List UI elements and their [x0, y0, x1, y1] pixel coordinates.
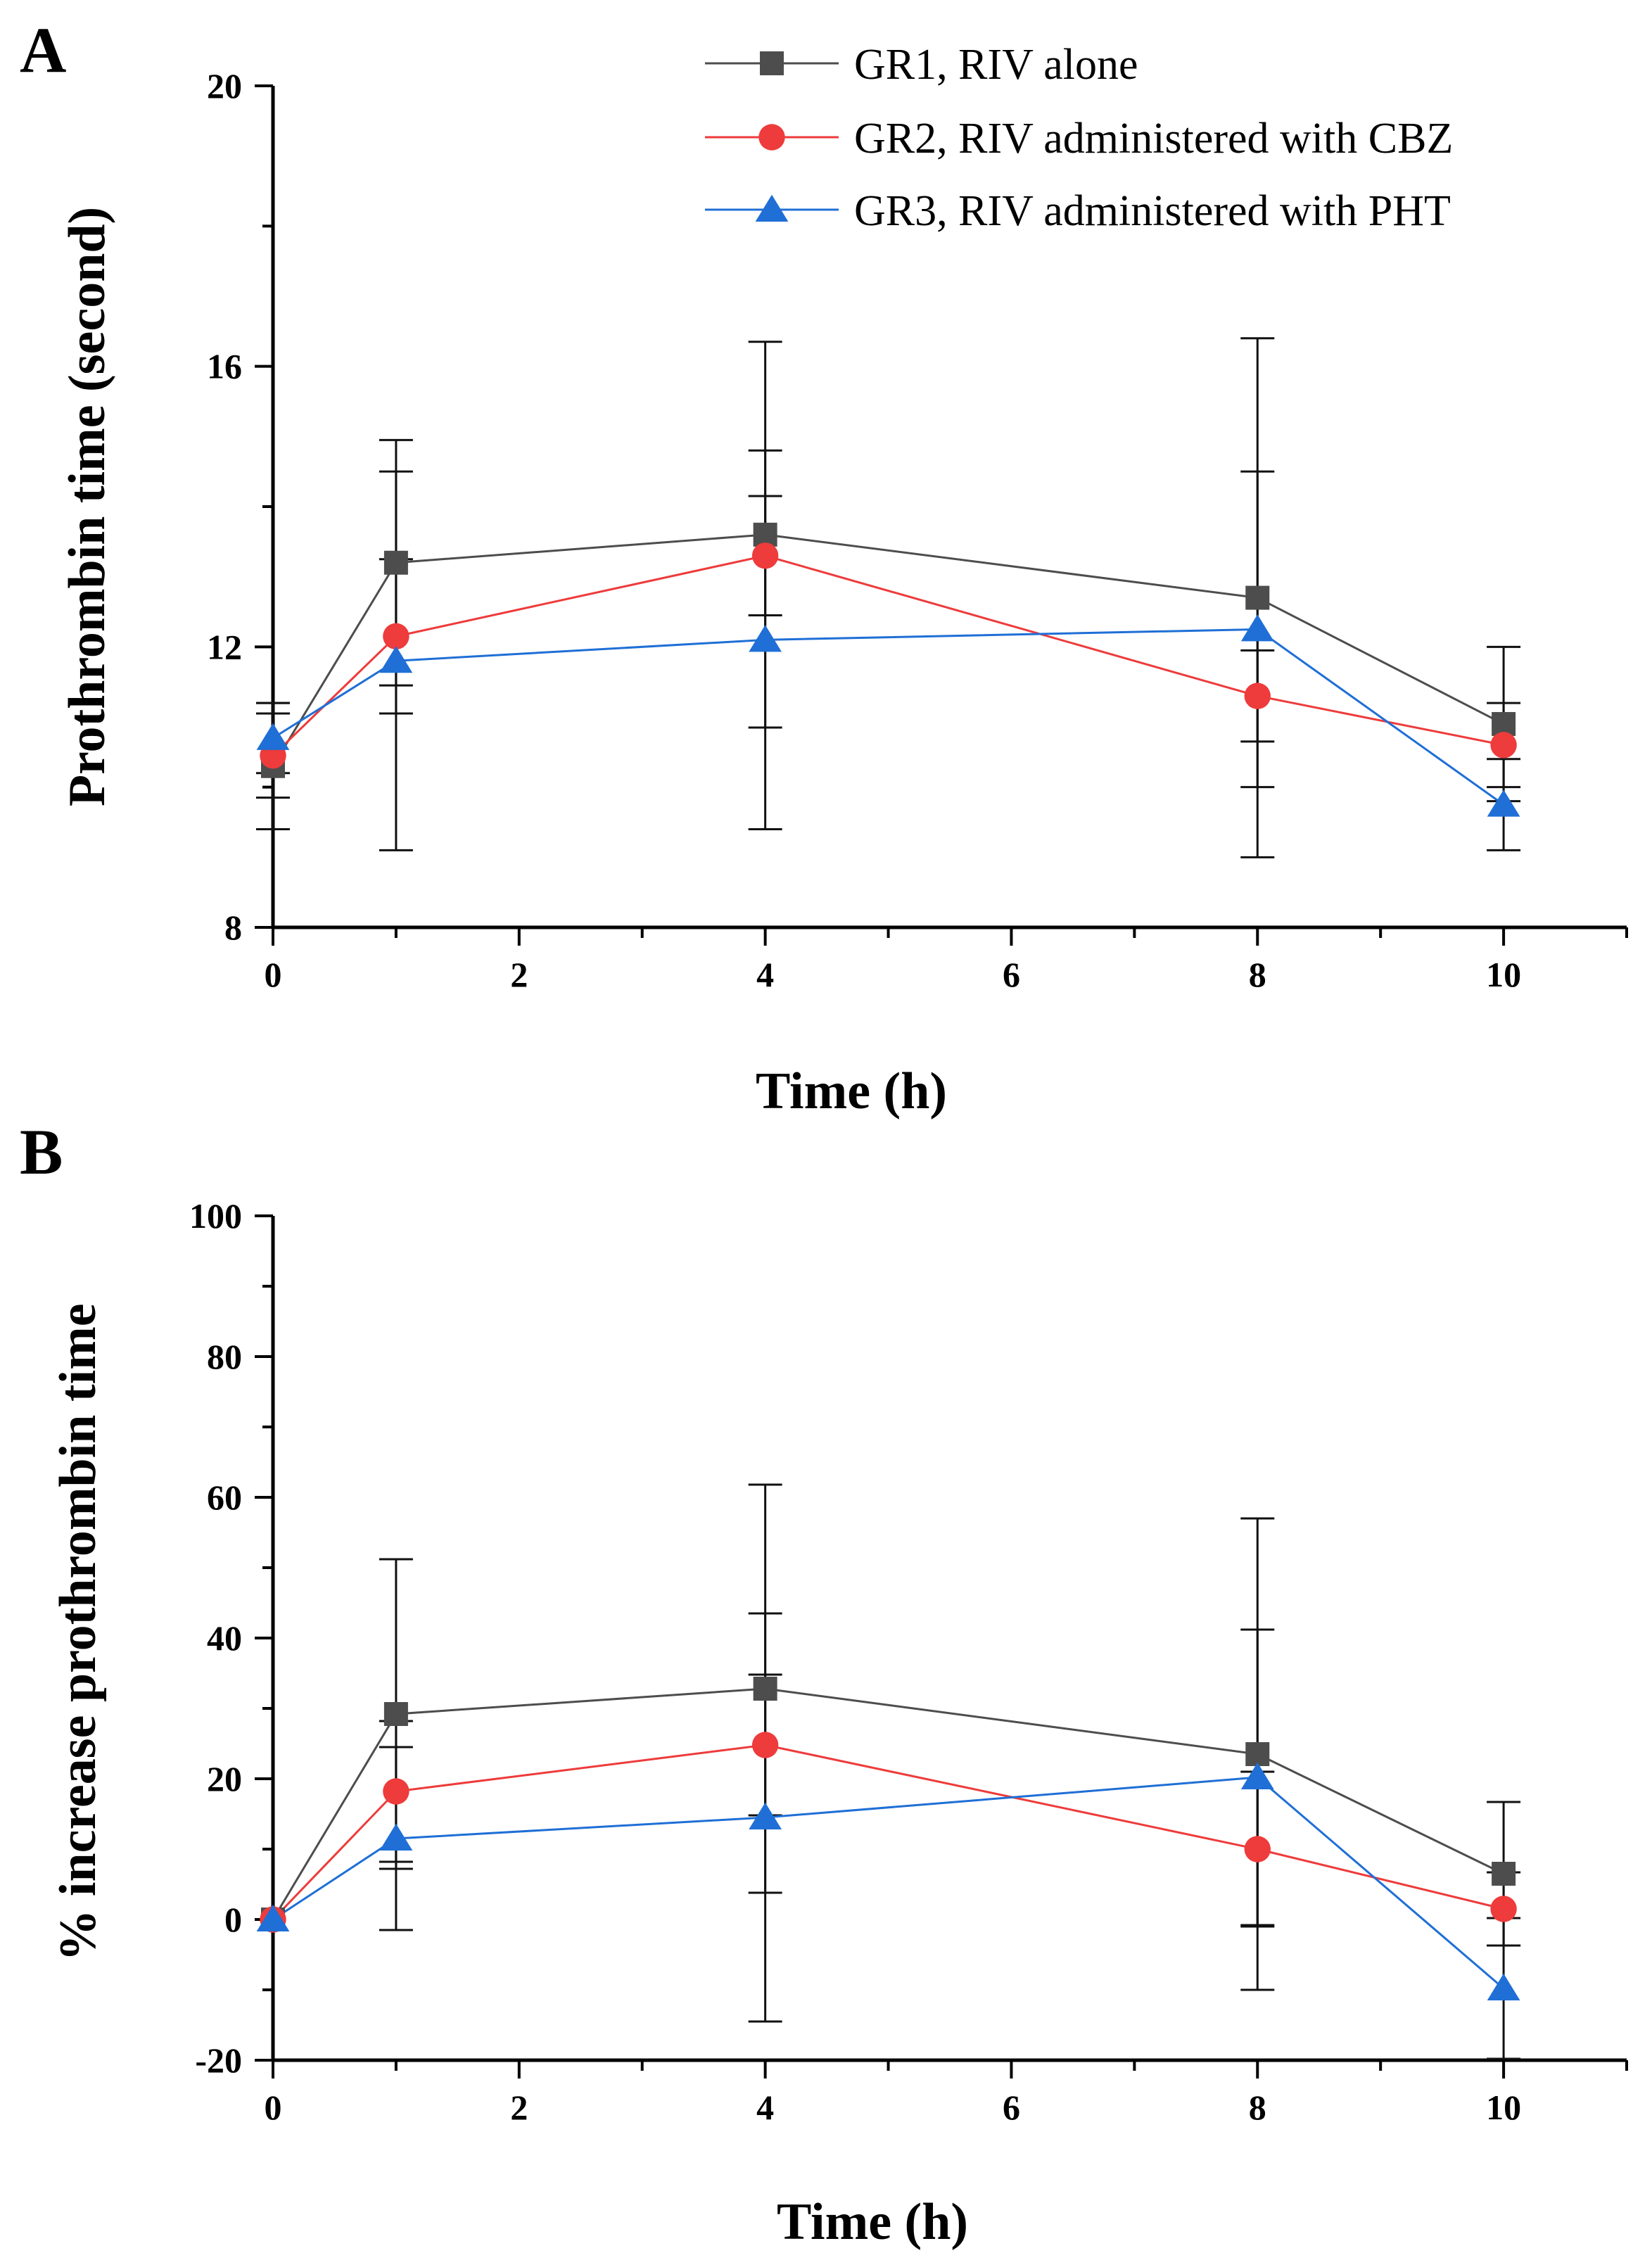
data-point-a-s3-0: [256, 723, 290, 750]
data-point-b-s3-0: [256, 1904, 290, 1931]
data-point-b-s2-1: [383, 1778, 409, 1805]
x-tick-label-a-8: 8: [1249, 955, 1266, 994]
y-tick-label-a-12: 12: [207, 627, 242, 666]
legend-marker-2: [758, 124, 785, 151]
data-point-a-s3-2: [749, 625, 782, 652]
x-tick-label-b-4: 4: [756, 2088, 774, 2127]
data-point-b-s2-4: [1490, 1896, 1517, 1922]
y-tick-label-b-80: 80: [207, 1337, 242, 1376]
series-line-b-3: [272, 1776, 1505, 1990]
legend-marker-3: [755, 194, 789, 222]
data-point-a-s3-1: [379, 646, 413, 673]
y-tick-label-b-20: 20: [207, 1759, 242, 1798]
data-point-b-s1-2: [753, 1677, 777, 1701]
data-point-b-s2-3: [1244, 1836, 1271, 1862]
data-point-a-s2-1: [383, 623, 409, 650]
data-point-a-s2-2: [751, 542, 779, 569]
data-point-a-s3-3: [1240, 614, 1274, 642]
data-point-a-s2-4: [1490, 732, 1517, 759]
x-axis-title-b: Time (h): [777, 2193, 968, 2251]
y-axis-title-b: % increase prothrombin time: [49, 1303, 107, 1961]
y-tick-label-b-0: 0: [224, 1900, 242, 1939]
y-tick-label-b-60: 60: [207, 1478, 242, 1517]
x-tick-label-a-10: 10: [1486, 955, 1521, 994]
legend-label-2: GR2, RIV administered with CBZ: [854, 115, 1453, 163]
x-tick-label-b-6: 6: [1003, 2088, 1020, 2127]
x-tick-label-b-2: 2: [510, 2088, 528, 2127]
y-tick-label-a-20: 20: [207, 66, 242, 106]
series-line-b-1: [272, 1687, 1504, 1920]
panel-a: A Time (h) Prothrombin time (second) 0 2 4…: [20, 14, 1628, 1120]
plot-area-b: 0 2 4 6 8 10 -20 0 20 40 60 80 100: [189, 1196, 1628, 2127]
series-line-a-2: [272, 554, 1504, 756]
panel-label-b: B: [20, 1116, 63, 1188]
data-point-b-s1-1: [383, 1702, 408, 1726]
y-tick-label-b-100: 100: [189, 1196, 242, 1236]
y-tick-label-a-8: 8: [224, 908, 242, 947]
y-axis-title-a: Prothrombin time (second): [58, 207, 116, 806]
data-point-b-s3-2: [749, 1802, 782, 1829]
x-tick-label-b-0: 0: [265, 2088, 282, 2127]
x-tick-label-a-2: 2: [510, 955, 528, 994]
x-axis-title-a: Time (h): [756, 1062, 947, 1120]
legend-label-1: GR1, RIV alone: [854, 41, 1138, 89]
series-line-a-1: [272, 533, 1504, 767]
data-point-b-s3-3: [1240, 1762, 1274, 1789]
data-point-a-s1-3: [1245, 585, 1270, 610]
panel-b: B Time (h) % increase prothrombin time 0…: [20, 1116, 1628, 2251]
data-point-a-s2-3: [1244, 683, 1271, 709]
legend-marker-1: [760, 51, 784, 75]
data-point-b-s3-4: [1487, 1973, 1520, 2000]
data-point-b-s3-1: [379, 1823, 413, 1851]
data-point-b-s2-2: [751, 1732, 779, 1758]
legend-label-3: GR3, RIV administered with PHT: [854, 187, 1451, 235]
x-tick-label-b-8: 8: [1249, 2088, 1266, 2127]
series-line-b-2: [272, 1744, 1504, 1921]
x-tick-label-a-0: 0: [265, 955, 282, 994]
data-point-b-s1-4: [1492, 1862, 1516, 1886]
y-tick-label-b--20: -20: [195, 2041, 242, 2080]
x-tick-label-b-10: 10: [1486, 2088, 1521, 2127]
panel-label-a: A: [20, 14, 66, 86]
x-tick-label-a-4: 4: [756, 955, 774, 994]
y-tick-label-a-16: 16: [207, 347, 242, 386]
data-point-a-s1-1: [383, 550, 408, 575]
y-tick-label-b-40: 40: [207, 1618, 242, 1658]
data-point-a-s3-4: [1487, 789, 1520, 817]
x-tick-label-a-6: 6: [1003, 955, 1020, 994]
plot-area-a: 0 2 4 6 8 10 8 12 16 20: [207, 66, 1628, 994]
legend: GR1, RIV alone GR2, RIV administered with…: [705, 41, 1453, 235]
data-point-b-s1-3: [1245, 1742, 1270, 1766]
series-line-a-3: [272, 628, 1504, 806]
